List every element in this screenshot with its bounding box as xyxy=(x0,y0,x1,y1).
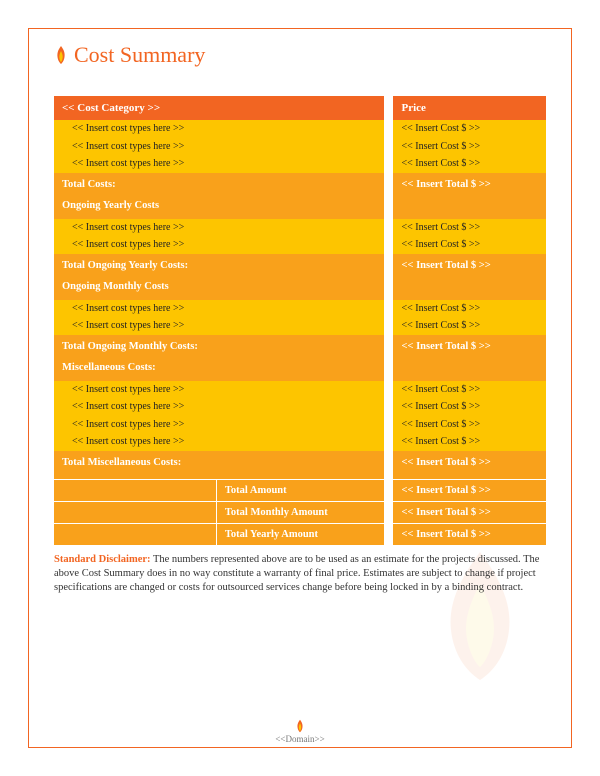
table-row: << Insert cost types here >> << Insert Co… xyxy=(54,219,546,237)
page-footer: <<Domain>> xyxy=(0,719,600,744)
subtotal-price: << Insert Total $ >> xyxy=(393,451,546,474)
section-heading-row: Ongoing Monthly Costs xyxy=(54,277,546,300)
cost-price-cell: << Insert Cost $ >> xyxy=(393,219,546,237)
cost-type-cell: << Insert cost types here >> xyxy=(54,236,384,254)
cost-type-cell: << Insert cost types here >> xyxy=(54,317,384,335)
grand-total-row: Total Yearly Amount << Insert Total $ >> xyxy=(54,524,546,546)
cost-type-cell: << Insert cost types here >> xyxy=(54,219,384,237)
disclaimer: Standard Disclaimer: The numbers represe… xyxy=(54,553,546,596)
cost-price-cell: << Insert Cost $ >> xyxy=(393,138,546,156)
header-category: << Cost Category >> xyxy=(54,96,384,120)
table-header-row: << Cost Category >> Price xyxy=(54,96,546,120)
table-row: << Insert cost types here >> << Insert Co… xyxy=(54,398,546,416)
cost-price-cell: << Insert Cost $ >> xyxy=(393,120,546,138)
cost-price-cell: << Insert Cost $ >> xyxy=(393,398,546,416)
footer-text: <<Domain>> xyxy=(275,734,324,744)
grand-total-row: Total Monthly Amount << Insert Total $ >> xyxy=(54,502,546,524)
cost-type-cell: << Insert cost types here >> xyxy=(54,138,384,156)
cost-type-cell: << Insert cost types here >> xyxy=(54,120,384,138)
subtotal-label: Total Miscellaneous Costs: xyxy=(54,451,384,474)
table-row: << Insert cost types here >> << Insert Co… xyxy=(54,155,546,173)
cost-price-cell: << Insert Cost $ >> xyxy=(393,155,546,173)
section-heading-row: Miscellaneous Costs: xyxy=(54,358,546,381)
cost-price-cell: << Insert Cost $ >> xyxy=(393,416,546,434)
table-row: << Insert cost types here >> << Insert Co… xyxy=(54,236,546,254)
cost-type-cell: << Insert cost types here >> xyxy=(54,416,384,434)
cost-price-cell: << Insert Cost $ >> xyxy=(393,236,546,254)
grand-total-row: Total Amount << Insert Total $ >> xyxy=(54,480,546,502)
cost-price-cell: << Insert Cost $ >> xyxy=(393,300,546,318)
cost-price-cell: << Insert Cost $ >> xyxy=(393,317,546,335)
cost-type-cell: << Insert cost types here >> xyxy=(54,381,384,399)
table-row: << Insert cost types here >> << Insert Co… xyxy=(54,433,546,451)
cost-type-cell: << Insert cost types here >> xyxy=(54,433,384,451)
cost-price-cell: << Insert Cost $ >> xyxy=(393,433,546,451)
section-heading-row: Ongoing Yearly Costs xyxy=(54,196,546,219)
table-row: << Insert cost types here >> << Insert Co… xyxy=(54,416,546,434)
table-row: << Insert cost types here >> << Insert Co… xyxy=(54,317,546,335)
page-title: Cost Summary xyxy=(74,42,205,68)
subtotal-row: Total Ongoing Yearly Costs: << Insert Tot… xyxy=(54,254,546,277)
flame-icon xyxy=(54,45,68,65)
cost-type-cell: << Insert cost types here >> xyxy=(54,300,384,318)
subtotal-label: Total Costs: xyxy=(54,173,384,196)
total-price: << Insert Total $ >> xyxy=(393,524,546,546)
page-content: Cost Summary << Cost Category >> Price <… xyxy=(54,42,546,596)
subtotal-row: Total Miscellaneous Costs: << Insert Tota… xyxy=(54,451,546,474)
subtotal-label: Total Ongoing Monthly Costs: xyxy=(54,335,384,358)
cost-price-cell: << Insert Cost $ >> xyxy=(393,381,546,399)
table-row: << Insert cost types here >> << Insert Co… xyxy=(54,381,546,399)
total-label: Total Monthly Amount xyxy=(216,502,383,524)
table-row: << Insert cost types here >> << Insert Co… xyxy=(54,120,546,138)
table-row: << Insert cost types here >> << Insert Co… xyxy=(54,138,546,156)
disclaimer-label: Standard Disclaimer: xyxy=(54,554,151,565)
subtotal-price: << Insert Total $ >> xyxy=(393,254,546,277)
total-price: << Insert Total $ >> xyxy=(393,502,546,524)
section-heading: Ongoing Yearly Costs xyxy=(54,196,384,219)
subtotal-price: << Insert Total $ >> xyxy=(393,335,546,358)
section-heading: Ongoing Monthly Costs xyxy=(54,277,384,300)
total-label: Total Yearly Amount xyxy=(216,524,383,546)
cost-table: << Cost Category >> Price << Insert cost… xyxy=(54,96,546,545)
cost-type-cell: << Insert cost types here >> xyxy=(54,398,384,416)
cost-type-cell: << Insert cost types here >> xyxy=(54,155,384,173)
section-heading: Miscellaneous Costs: xyxy=(54,358,384,381)
subtotal-row: Total Ongoing Monthly Costs: << Insert To… xyxy=(54,335,546,358)
subtotal-price: << Insert Total $ >> xyxy=(393,173,546,196)
total-price: << Insert Total $ >> xyxy=(393,480,546,502)
subtotal-label: Total Ongoing Yearly Costs: xyxy=(54,254,384,277)
title-row: Cost Summary xyxy=(54,42,546,68)
column-separator xyxy=(384,96,394,120)
header-price: Price xyxy=(393,96,546,120)
footer-flame-icon xyxy=(295,719,305,733)
subtotal-row: Total Costs: << Insert Total $ >> xyxy=(54,173,546,196)
total-label: Total Amount xyxy=(216,480,383,502)
table-row: << Insert cost types here >> << Insert Co… xyxy=(54,300,546,318)
